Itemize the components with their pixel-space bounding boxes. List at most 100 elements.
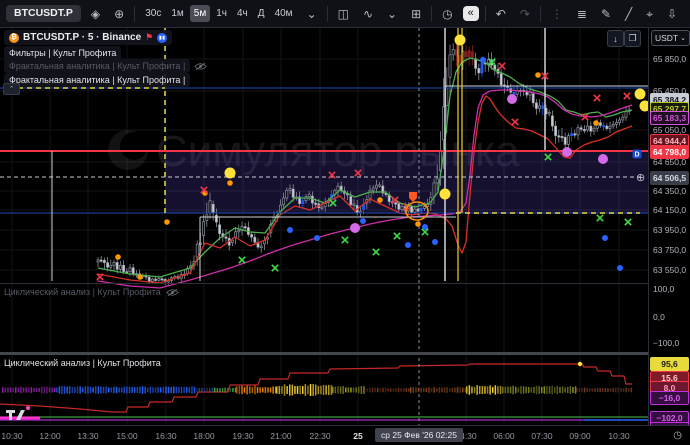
- cycle-histogram-bar: [515, 386, 517, 394]
- replay-button[interactable]: «: [462, 6, 479, 21]
- cycle-histogram-bar: [74, 386, 76, 394]
- crosshair-tool-icon[interactable]: ⌖: [646, 6, 654, 21]
- cycle-histogram-bar: [259, 387, 261, 393]
- candle-body: [131, 267, 135, 274]
- toolbar-separator: [431, 5, 433, 22]
- interval-button-40м[interactable]: 40м: [274, 8, 293, 19]
- undo-icon[interactable]: ↶: [495, 6, 506, 21]
- tradingview-logo[interactable]: [6, 408, 28, 426]
- candle-body: [122, 264, 126, 272]
- cycle-histogram-bar: [390, 388, 392, 392]
- candle-body: [611, 124, 615, 127]
- interval-button-5м[interactable]: 5м: [189, 5, 211, 22]
- alert-clock-icon[interactable]: ◷: [442, 6, 453, 21]
- chart-canvas[interactable]: Симулятор рынкаD: [0, 28, 648, 425]
- cycle-histogram-bar: [224, 387, 226, 393]
- interval-button-30с[interactable]: 30с: [145, 8, 162, 19]
- add-order-plus-icon[interactable]: ⊕: [636, 172, 646, 184]
- layout-grid-icon[interactable]: ⊞: [411, 6, 422, 21]
- candle-body: [202, 221, 206, 236]
- interval-button-1ч[interactable]: 1ч: [216, 8, 227, 19]
- price-axis[interactable]: USDT ⌄ 65 850,0 65 450,0 65 050,0 64 650,0 6…: [648, 28, 690, 436]
- cycle-histogram-bar: [466, 386, 468, 394]
- candle-body: [566, 135, 570, 145]
- candle-body: [208, 200, 212, 214]
- flag-icon[interactable]: ⚑: [145, 32, 154, 42]
- price-label-box: 64 506,5: [650, 171, 689, 185]
- signal-dot-blue: [602, 235, 608, 241]
- indicator-filters[interactable]: Фильтры | Культ Профита: [4, 46, 122, 60]
- candle-body: [458, 54, 462, 63]
- cycle-histogram-bar: [576, 387, 578, 393]
- candle-body: [624, 110, 628, 118]
- currency-dropdown[interactable]: USDT ⌄: [651, 30, 690, 46]
- cycle-histogram-bar: [612, 388, 614, 392]
- candle-body: [218, 224, 222, 234]
- cycle-histogram-bar: [454, 387, 456, 393]
- candle-body: [576, 127, 580, 136]
- line-tool-icon[interactable]: ╱: [625, 6, 633, 21]
- signal-dot-blue: [422, 224, 428, 230]
- signal-dot-blue: [314, 235, 320, 241]
- cycle-histogram-bar: [468, 385, 471, 395]
- cycle-histogram-bar: [569, 386, 572, 394]
- indicators-chevron-icon[interactable]: ⌄: [387, 6, 398, 21]
- symbol-legend[interactable]: ₿ BTCUSDT.P · 5 · Binance ⚑ ▮▮: [4, 30, 173, 45]
- cycle-histogram-bar: [530, 387, 533, 393]
- cycle-histogram-bar: [320, 385, 322, 395]
- cycle-histogram-bar: [269, 387, 272, 393]
- cycle-histogram-bar: [486, 386, 489, 394]
- brush-tool-icon[interactable]: ✎: [600, 6, 612, 21]
- candle-body: [554, 125, 558, 136]
- sell-cross: [96, 273, 104, 281]
- interval-chevron-icon[interactable]: ⌄: [306, 6, 317, 21]
- cycle-histogram-bar: [456, 387, 459, 393]
- trend-line-tool-icon[interactable]: ≣: [576, 6, 587, 21]
- redo-icon[interactable]: ↷: [519, 6, 530, 21]
- cycle-histogram-bar: [504, 386, 507, 394]
- symbol-quote-icon[interactable]: ◈: [90, 6, 101, 21]
- cycle-histogram-bar: [63, 386, 66, 394]
- pane-divider[interactable]: [0, 283, 690, 284]
- series-ma_magenta: [97, 89, 633, 289]
- candle-body: [534, 102, 538, 109]
- candle-body: [282, 197, 286, 206]
- cycle-histogram-bar: [476, 385, 478, 395]
- signal-dot-blue: [432, 239, 438, 245]
- scroll-down-button[interactable]: ↓: [607, 30, 624, 47]
- interval-button-Д[interactable]: Д: [257, 8, 265, 19]
- legend-collapse-button[interactable]: ⌃: [3, 83, 20, 95]
- arrow-down-tool-icon[interactable]: ⇩: [667, 6, 678, 21]
- timezone-clock-icon[interactable]: ◷: [673, 430, 682, 441]
- interval-button-1м[interactable]: 1м: [171, 8, 184, 19]
- symbol-legend-label: BTCUSDT.P · 5 · Binance: [23, 32, 142, 43]
- cycle-histogram-bar: [128, 386, 131, 394]
- indicator-fractal[interactable]: Фрактальная аналитика | Культ Профита |: [4, 73, 191, 87]
- pane-divider-thick[interactable]: [0, 352, 690, 355]
- interval-button-4ч[interactable]: 4ч: [237, 8, 248, 19]
- buy-cross: [329, 199, 337, 207]
- candle-body: [381, 185, 385, 194]
- indicators-icon[interactable]: ∿: [362, 6, 374, 21]
- pane3-title[interactable]: Циклический анализ | Культ Профита: [4, 358, 161, 368]
- cycle-histogram-bar: [535, 385, 538, 395]
- eye-hidden-icon[interactable]: [194, 62, 208, 71]
- time-axis[interactable]: ср 25 Фев '26 02:25 ◷ 10:30 12:00 13:30 15:…: [0, 425, 690, 445]
- cycle-histogram-bar: [328, 384, 330, 396]
- eye-hidden-icon[interactable]: [165, 288, 179, 297]
- replay-pause-icon[interactable]: ▮▮: [157, 32, 168, 43]
- time-tick: 10:30: [608, 431, 630, 441]
- signal-halo-circle: [405, 201, 429, 221]
- symbol-button[interactable]: BTCUSDT.P: [6, 5, 81, 22]
- restore-view-button[interactable]: ❐: [624, 30, 641, 47]
- cycle-histogram-bar: [87, 386, 89, 394]
- indicator-fractal-hidden[interactable]: Фрактальная аналитика | Культ Профита |: [4, 59, 191, 73]
- candle-style-icon[interactable]: ◫: [337, 6, 349, 21]
- cycle-histogram-bar: [289, 384, 291, 396]
- candle-body: [410, 206, 414, 213]
- pane2-title[interactable]: Циклический анализ | Культ Профита: [4, 287, 161, 297]
- candle-body: [368, 189, 372, 199]
- cycle-histogram-bar: [330, 385, 333, 395]
- cycle-histogram-bar: [196, 388, 198, 392]
- compare-add-icon[interactable]: ⊕: [114, 6, 125, 21]
